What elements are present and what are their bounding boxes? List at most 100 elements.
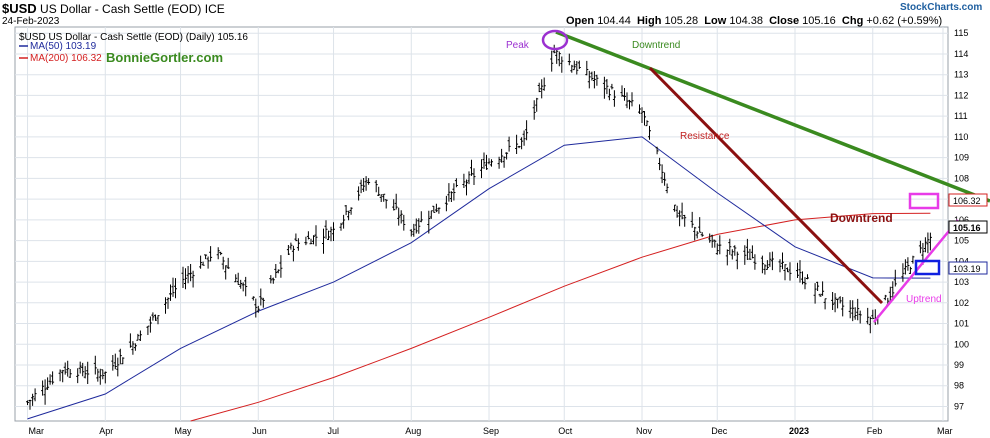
open-label: Open [566,15,595,27]
ohlc-bar [251,296,255,301]
ohlc-bar [798,260,802,283]
ohlc-bar [763,264,767,275]
ma200-line [190,212,931,422]
ohlc-bar [409,229,413,237]
ohlc-bar [472,168,476,185]
ohlc-bar [923,237,927,253]
ohlc-bar [783,264,787,281]
ohlc-bar [620,85,624,97]
ohlc-bar [434,203,438,213]
ohlc-bar [480,159,483,179]
ohlc-bar [525,120,529,141]
ohlc-bar [402,214,406,231]
ohlc-bar [342,214,346,229]
ohlc-bar [286,245,290,255]
ohlc-bar [675,205,679,218]
ohlc-bar [901,263,905,282]
ohlc-bar [490,159,493,167]
ohlc-bar [164,297,167,314]
ohlc-bar [577,60,581,69]
legend-ma50: MA(50) 103.19 [30,41,97,52]
ohlc-bar [148,316,152,333]
ohlc-bar [700,232,704,237]
ohlc-bar [171,277,175,297]
ohlc-bar [770,251,774,271]
ohlc-bar [78,361,82,374]
ohlc-bar [276,269,280,274]
y-tick-label: 97 [954,401,964,411]
ohlc-bar [206,256,210,269]
ohlc-bar [384,199,388,209]
ohlc-bar [314,225,318,247]
ohlc-bar [241,282,245,292]
ohlc-bar [447,183,451,202]
ohlc-bar [570,64,574,73]
ohlc-bar [449,191,453,202]
open-value: 104.44 [597,15,631,27]
ohlc-bar [778,259,782,273]
ohlc-bar [838,296,842,304]
x-tick-label: May [175,426,193,436]
ma50-highlight-box [914,259,941,276]
annotation-peak: Peak [506,40,530,51]
header-ohlc: Open 104.44 High 105.28 Low 104.38 Close… [566,15,942,27]
x-tick-label: Sep [483,426,499,436]
ohlc-bar [713,239,717,248]
ohlc-bar [868,316,872,334]
ohlc-bar [309,238,313,245]
ohlc-bar [745,238,749,260]
ohlc-bar [344,205,348,216]
y-tick-label: 113 [954,70,968,80]
ohlc-bar [221,256,225,270]
close-price-flag [948,220,988,234]
ohlc-bar [412,223,416,237]
y-tick-label: 114 [954,49,968,59]
ma200-highlight-box [908,192,940,210]
ohlc-bar [367,178,371,185]
ohlc-bar [507,136,511,152]
ohlc-bar [871,309,875,320]
ohlc-bar [291,245,295,262]
ohlc-bar [660,164,664,184]
ohlc-bar [806,274,809,280]
ohlc-bar [733,245,737,256]
ohlc-bar [116,357,120,377]
ohlc-bar [394,193,398,210]
plot-frame [14,26,949,422]
x-tick-label: Oct [558,426,573,436]
legend-ma200: MA(200) 106.32 [30,53,102,64]
ohlc-bar [735,251,739,270]
ohlc-bar [888,286,892,302]
ohlc-bar [640,107,644,123]
x-tick-label: Mar [937,426,953,436]
ohlc-bar [903,259,907,275]
ohlc-bar [329,226,333,242]
ohlc-bar [437,207,441,214]
ohlc-bar [813,283,817,304]
y-tick-label: 111 [954,111,968,121]
annotation-resistance: Resistance [680,131,730,142]
ohlc-bar [883,294,887,301]
ohlc-bar [133,343,137,351]
y-tick-label: 99 [954,360,964,370]
ohlc-bar [567,53,571,66]
ohlc-bar [61,369,65,383]
x-tick-label: Jun [252,426,267,436]
ohlc-bar [821,281,825,296]
ohlc-bar [199,255,203,269]
ohlc-bar [68,369,72,378]
ohlc-bar [111,355,115,371]
ohlc-bar [462,173,466,188]
ma50-line [27,136,931,420]
ohlc-bar [520,137,524,150]
ohlc-bar [623,88,626,101]
ohlc-bar [397,207,401,226]
ohlc-bar [610,83,614,90]
ohlc-bar [831,292,835,310]
ohlc-bar [522,130,526,146]
ohlc-bar [26,400,29,405]
ohlc-bar [638,104,641,114]
ohlc-bar [236,272,240,285]
ohlc-bar [663,172,667,186]
